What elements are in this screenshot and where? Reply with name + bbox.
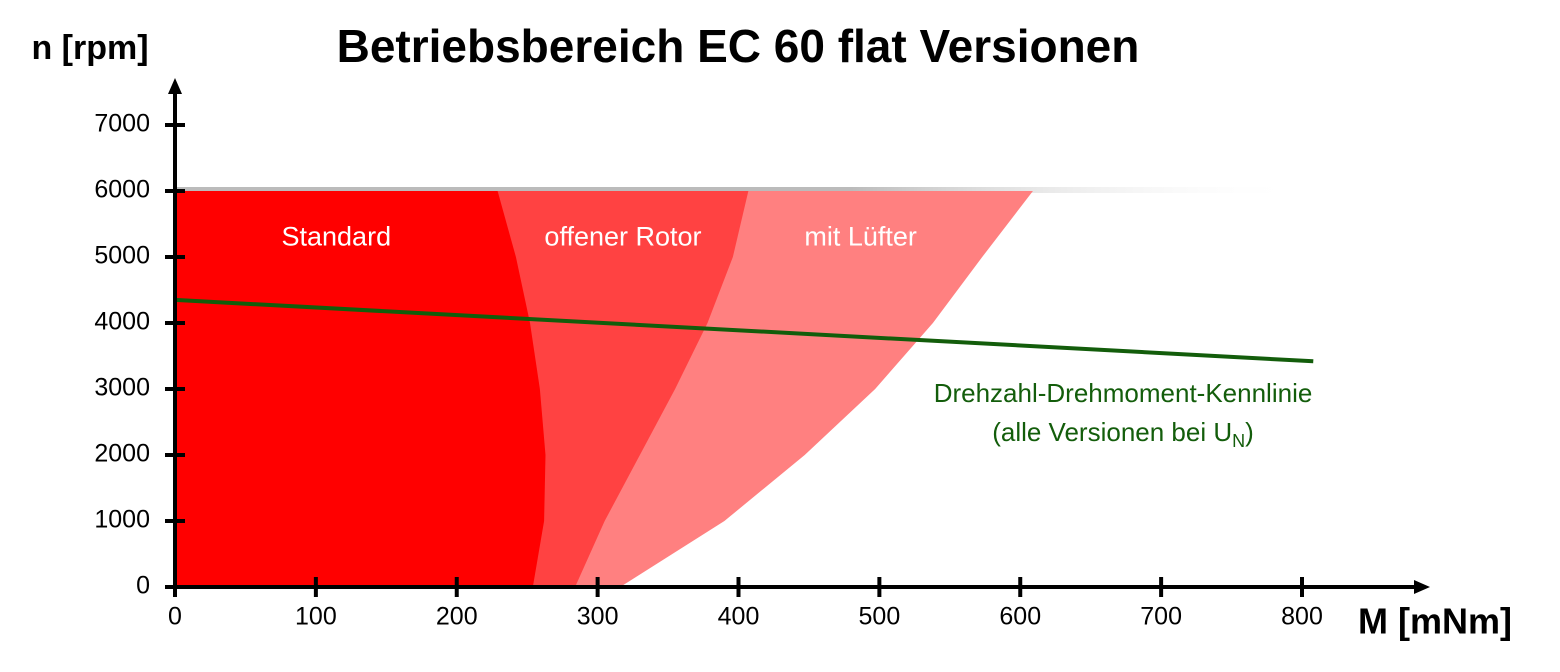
annotation-part: N bbox=[1232, 431, 1245, 451]
x-tick-label: 200 bbox=[436, 603, 478, 631]
characteristic-line bbox=[174, 297, 1314, 364]
annotation-part: ) bbox=[1245, 417, 1254, 447]
x-tick-label: 100 bbox=[295, 603, 337, 631]
speed-limit-band bbox=[175, 187, 1302, 193]
y-axis-label: n [rpm] bbox=[31, 29, 148, 67]
x-tick-label: 400 bbox=[718, 603, 760, 631]
x-tick-label: 0 bbox=[168, 603, 182, 631]
y-tick-label: 0 bbox=[136, 572, 150, 600]
operating-region bbox=[175, 191, 546, 587]
x-axis-arrow bbox=[1414, 580, 1430, 594]
x-tick-label: 600 bbox=[999, 603, 1041, 631]
y-tick-label: 3000 bbox=[94, 374, 150, 402]
annotation: Drehzahl-Drehmoment-Kennlinie bbox=[934, 378, 1313, 408]
x-axis-label: M [mNm] bbox=[1358, 601, 1512, 642]
chart-title: Betriebsbereich EC 60 flat Versionen bbox=[337, 20, 1140, 72]
region-label: mit Lüfter bbox=[804, 222, 917, 252]
x-tick-label: 800 bbox=[1281, 603, 1323, 631]
y-tick-label: 6000 bbox=[94, 176, 150, 204]
region-label: offener Rotor bbox=[544, 222, 701, 252]
y-tick-label: 2000 bbox=[94, 440, 150, 468]
annotation-part: (alle Versionen bei U bbox=[992, 417, 1232, 447]
x-tick-label: 700 bbox=[1140, 603, 1182, 631]
annotation: (alle Versionen bei UN) bbox=[992, 417, 1254, 451]
x-tick-label: 300 bbox=[577, 603, 619, 631]
x-tick-label: 500 bbox=[859, 603, 901, 631]
y-tick-label: 1000 bbox=[94, 506, 150, 534]
y-tick-label: 5000 bbox=[94, 242, 150, 270]
y-axis-arrow bbox=[168, 78, 182, 94]
y-tick-label: 4000 bbox=[94, 308, 150, 336]
region-label: Standard bbox=[282, 222, 392, 252]
y-tick-label: 7000 bbox=[94, 110, 150, 138]
